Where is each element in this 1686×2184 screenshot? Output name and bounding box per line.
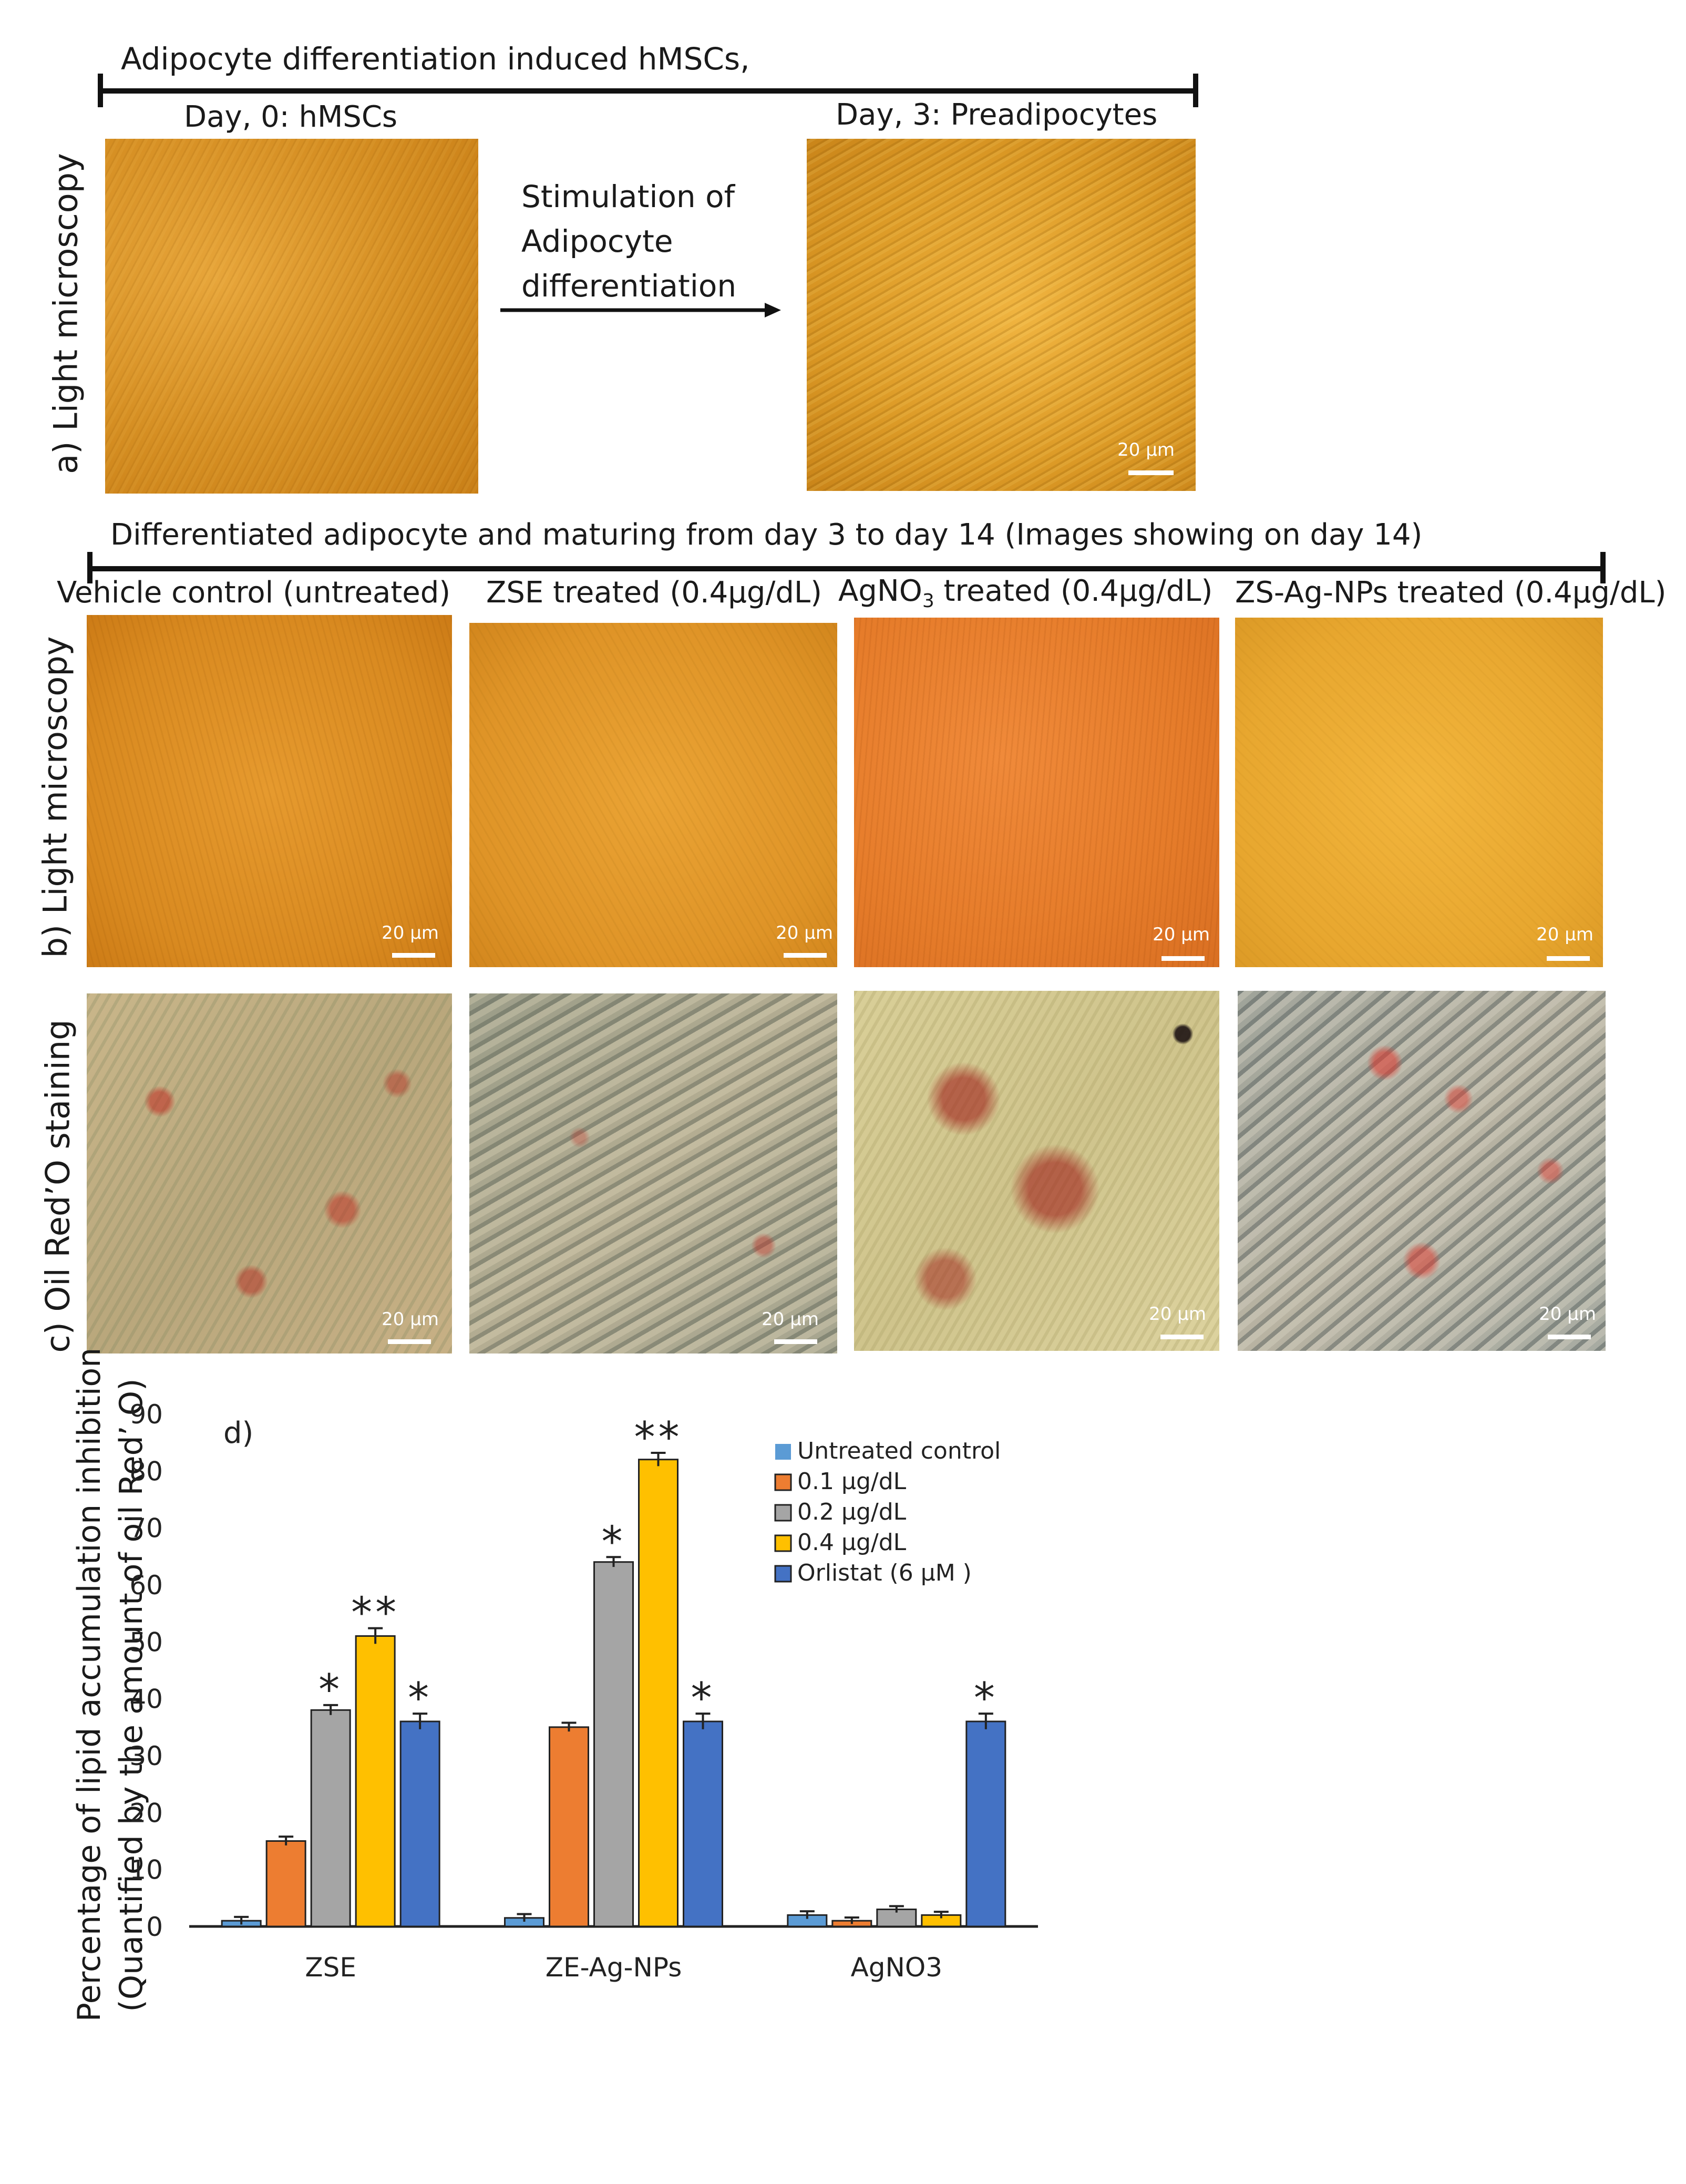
legend-label: Untreated control (797, 1438, 1001, 1464)
mid-title: Differentiated adipocyte and maturing fr… (110, 518, 1423, 552)
top-bracket-right (1193, 74, 1198, 107)
y-tick-label: 40 (129, 1684, 163, 1715)
y-tick-label: 60 (129, 1570, 163, 1601)
micrograph-day0 (105, 139, 478, 494)
scale-bar (1160, 1335, 1204, 1339)
legend-swatch (774, 1534, 792, 1552)
micrograph-day3: 20 μm (807, 139, 1196, 491)
bar (265, 1840, 306, 1927)
legend-label: 0.1 μg/dL (797, 1468, 907, 1495)
bar-chart: 0102030405060708090d)****ZSE****ZE-Ag-NP… (129, 1399, 1038, 1983)
scale-bar (392, 953, 435, 958)
row-label-a: a) Light microscopy (46, 153, 85, 474)
x-tick-label: ZSE (305, 1952, 356, 1983)
scale-bar (1128, 470, 1174, 475)
micrograph-b-vehicle: 20 μm (87, 615, 452, 967)
y-tick-label: 20 (129, 1798, 163, 1828)
significance-mark: * (691, 1674, 715, 1722)
top-bracket (100, 88, 1198, 94)
micrograph-c-vehicle: 20 μm (87, 993, 452, 1354)
col4-label: ZS-Ag-NPs treated (0.4μg/dL) (1235, 576, 1667, 610)
bar (965, 1720, 1006, 1927)
scale-bar-label: 20 μm (1539, 1304, 1596, 1325)
scale-bar (1161, 956, 1205, 961)
y-tick-label: 0 (146, 1912, 163, 1942)
legend-swatch (774, 1565, 792, 1583)
scale-bar-label: 20 μm (1536, 924, 1594, 945)
micrograph-b-zsagnps: 20 μm (1235, 618, 1603, 967)
bar (638, 1459, 678, 1927)
scale-bar (1548, 1335, 1591, 1339)
scale-bar-label: 20 μm (1149, 1304, 1206, 1325)
bar (683, 1720, 723, 1927)
x-tick-label: AgNO3 (851, 1952, 943, 1983)
y-tick-label: 80 (129, 1456, 163, 1486)
mid-bracket-right (1600, 552, 1606, 583)
micrograph-c-agno3: 20 μm (854, 991, 1219, 1351)
stim-line1: Stimulation of (521, 179, 735, 214)
significance-mark: * (602, 1517, 626, 1566)
bar (593, 1561, 634, 1927)
col3-label: AgNO3 treated (0.4μg/dL) (838, 574, 1212, 612)
legend-swatch (775, 1444, 791, 1460)
bar (549, 1726, 589, 1927)
scale-bar (784, 953, 827, 958)
scale-bar-label: 20 μm (382, 922, 439, 944)
scale-bar-label: 20 μm (1153, 924, 1210, 945)
x-tick-label: ZE-Ag-NPs (546, 1952, 682, 1983)
stim-line3: differentiation (521, 268, 737, 304)
scale-bar (1547, 956, 1590, 961)
col3-suffix: treated (0.4μg/dL) (934, 574, 1213, 608)
scale-bar (388, 1339, 431, 1344)
significance-mark: ** (634, 1413, 683, 1462)
col3-prefix: AgNO (838, 574, 922, 608)
significance-mark: * (318, 1665, 343, 1714)
bar (399, 1720, 440, 1927)
scale-bar-label: 20 μm (1117, 439, 1175, 460)
scale-bar-label: 20 μm (382, 1309, 439, 1330)
micrograph-b-agno3: 20 μm (854, 618, 1219, 967)
y-tick-label: 10 (129, 1855, 163, 1885)
significance-mark: ** (351, 1588, 399, 1637)
top-title: Adipocyte differentiation induced hMSCs, (121, 41, 750, 77)
bar (310, 1709, 351, 1927)
col3-subscript: 3 (922, 590, 934, 612)
row-label-b: b) Light microscopy (36, 636, 75, 958)
mid-bracket-left (87, 552, 92, 583)
col1-label: Vehicle control (untreated) (57, 576, 451, 610)
stim-line2: Adipocyte (521, 223, 673, 259)
micrograph-c-zse: 20 μm (469, 993, 837, 1354)
micrograph-c-zsagnps: 20 μm (1238, 991, 1606, 1351)
y-tick-label: 30 (129, 1741, 163, 1771)
scale-bar-label: 20 μm (762, 1309, 819, 1330)
mid-bracket (89, 566, 1603, 571)
legend-swatch (774, 1504, 792, 1522)
significance-mark: * (408, 1674, 432, 1722)
panel-label: d) (223, 1416, 253, 1450)
day3-label: Day, 3: Preadipocytes (836, 98, 1158, 132)
y-tick-label: 90 (129, 1399, 163, 1430)
micrograph-b-zse: 20 μm (469, 623, 837, 967)
bar (355, 1635, 396, 1927)
significance-mark: * (974, 1674, 998, 1722)
scale-bar-label: 20 μm (776, 922, 833, 944)
y-tick-label: 70 (129, 1513, 163, 1544)
y-tick-label: 50 (129, 1627, 163, 1657)
day0-label: Day, 0: hMSCs (184, 100, 398, 134)
legend-label: Orlistat (6 μM ) (797, 1560, 972, 1586)
stimulation-arrow-icon (500, 303, 781, 317)
col2-label: ZSE treated (0.4μg/dL) (486, 576, 822, 610)
legend-label: 0.4 μg/dL (797, 1529, 907, 1556)
scale-bar (774, 1339, 817, 1344)
legend-swatch (774, 1473, 792, 1491)
top-bracket-left (98, 74, 103, 107)
legend-label: 0.2 μg/dL (797, 1499, 907, 1525)
